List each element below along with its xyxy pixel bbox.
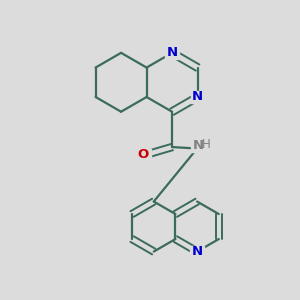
Bar (191, 91, 204, 103)
Text: O: O (137, 148, 148, 161)
Bar (191, 138, 214, 152)
Bar (190, 246, 204, 257)
Text: N: N (167, 46, 178, 59)
Text: N: N (192, 91, 203, 103)
Bar (134, 148, 151, 160)
Text: N: N (193, 139, 204, 152)
Text: H: H (202, 138, 210, 151)
Bar (166, 47, 179, 59)
Text: N: N (191, 245, 203, 258)
